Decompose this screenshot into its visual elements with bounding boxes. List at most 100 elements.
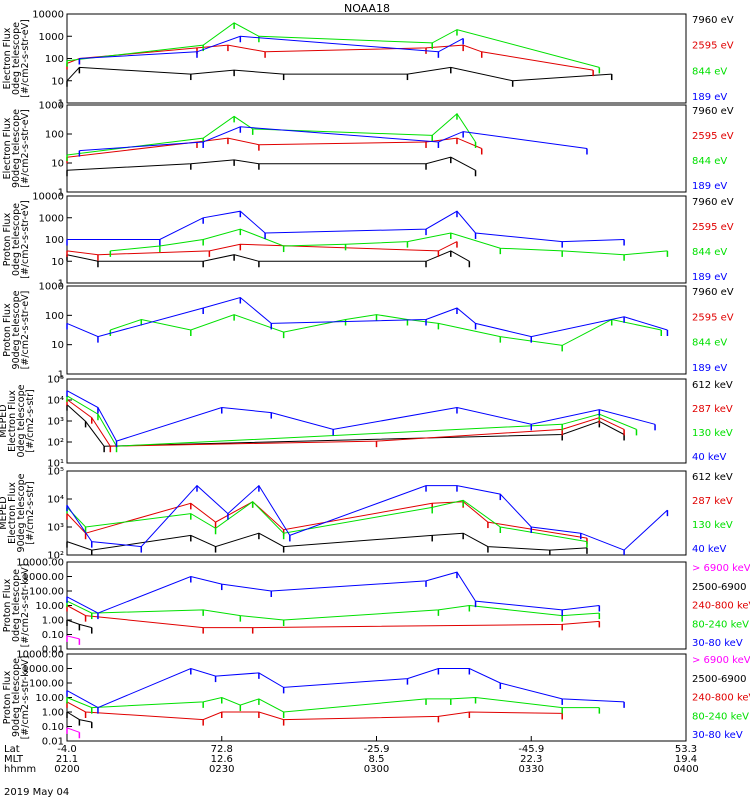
panel-frame — [66, 285, 687, 375]
y-tick-label: 10⁵ — [47, 467, 64, 478]
y-tick-label: 1 — [58, 99, 64, 110]
y-axis-label: 0deg telescope — [11, 203, 22, 276]
x-tick-label: -25.9 — [364, 744, 390, 755]
y-tick-label: 10.00 — [35, 693, 64, 704]
legend-entry: 287 keV — [692, 496, 733, 507]
y-tick-label: 1000 — [39, 32, 64, 43]
y-tick-label: 1000.00 — [23, 572, 64, 583]
legend-entry: 7960 eV — [692, 197, 734, 208]
legend-entry: > 6900 keV — [692, 655, 750, 666]
x-tick-label: 19.4 — [675, 754, 697, 765]
series-line — [66, 22, 600, 68]
x-tick-label: 22.3 — [520, 754, 542, 765]
legend-entry: 189 eV — [692, 363, 727, 374]
series-line — [66, 399, 625, 447]
y-tick-label: 10.00 — [35, 601, 64, 612]
y-axis-label: 90deg telescope — [11, 290, 22, 369]
y-tick-label: 100 — [45, 235, 64, 246]
x-tick-label: 0330 — [519, 764, 544, 775]
panel-7: 10000.00 1000.00 100.00 10.00 1.00 0.10 0.01 Pr… — [2, 558, 750, 656]
legend-entry: 130 keV — [692, 428, 733, 439]
legend-entry: 2595 eV — [692, 222, 734, 233]
y-axis-label: [#/cm2-s-str-eV] — [20, 291, 31, 370]
y-axis-label: MEPED — [0, 404, 9, 437]
legend-entry: 40 keV — [692, 544, 726, 555]
x-tick-label: 0400 — [673, 764, 698, 775]
y-tick-label: 10⁴ — [47, 495, 64, 506]
legend-entry: 30-80 keV — [692, 730, 743, 741]
x-row-label: Lat — [4, 744, 20, 755]
x-row-label: hhmm — [4, 764, 36, 775]
series-line — [66, 667, 625, 709]
y-axis-label: Electron Flux — [7, 482, 18, 544]
y-axis-label: Electron Flux — [2, 27, 13, 89]
series-line — [66, 44, 594, 71]
y-axis-label: Proton Flux — [2, 303, 13, 357]
series-line — [110, 314, 662, 346]
x-tick-label: 0200 — [54, 764, 79, 775]
x-tick-label: 53.3 — [675, 744, 697, 755]
series-line — [66, 296, 668, 338]
panel-frame — [66, 378, 687, 464]
series-line — [66, 600, 600, 621]
y-axis-label: Proton Flux — [2, 578, 13, 632]
y-tick-label: 1 — [58, 279, 64, 290]
legend-entry: 2500-6900 — [692, 674, 747, 685]
y-tick-label: 10000.00 — [16, 558, 64, 569]
y-axis-label: [#/cm2-s-str-eV] — [20, 19, 31, 98]
series-line — [66, 250, 470, 262]
series-line — [79, 126, 588, 152]
series-line — [66, 532, 588, 551]
y-tick-label: 10000.00 — [16, 650, 64, 661]
series-line — [66, 501, 588, 539]
legend-entry: 240-800 keV — [692, 601, 750, 612]
y-tick-label: 1000 — [39, 101, 64, 112]
y-axis-label: 0deg telescope — [16, 384, 27, 457]
y-tick-label: 10¹ — [47, 459, 64, 470]
y-tick-label: 10 — [51, 340, 64, 351]
panel-frame — [66, 653, 687, 742]
legend-entry: 612 keV — [692, 380, 733, 391]
series-line — [66, 696, 600, 713]
series-line — [66, 390, 656, 442]
x-tick-label: -4.0 — [57, 744, 77, 755]
y-tick-label: 10³ — [47, 417, 64, 428]
y-tick-label: 1000 — [39, 213, 64, 224]
legend-entry: 287 keV — [692, 404, 733, 415]
series-line — [67, 210, 625, 243]
series-line — [66, 571, 600, 614]
y-tick-label: 1000 — [39, 282, 64, 293]
figure-title: NOAA18 — [344, 2, 390, 15]
y-tick-label: 1.00 — [42, 708, 64, 719]
y-tick-label: 100 — [45, 311, 64, 322]
y-tick-label: 10² — [47, 438, 64, 449]
x-tick-label: 21.1 — [56, 754, 78, 765]
y-axis-label: 0deg telescope — [11, 569, 22, 642]
legend-entry: 2595 eV — [692, 41, 734, 52]
legend-entry: 189 eV — [692, 181, 727, 192]
legend-entry: 2595 eV — [692, 312, 734, 323]
series-line — [66, 484, 668, 551]
legend-entry: 40 keV — [692, 452, 726, 463]
series-line — [66, 156, 476, 171]
y-tick-label: 1.00 — [42, 616, 64, 627]
y-axis-label: [#/cm2-s-str-keV] — [20, 656, 31, 740]
x-tick-label: 72.8 — [211, 744, 233, 755]
panel-frame — [66, 561, 687, 650]
legend-entry: 844 eV — [692, 338, 727, 349]
legend-entry: > 6900 keV — [692, 563, 750, 574]
legend-entry: 130 keV — [692, 520, 733, 531]
y-axis-label: MEPED — [0, 496, 9, 529]
y-tick-label: 100 — [45, 54, 64, 65]
series-line — [66, 635, 80, 640]
y-axis-label: [#/cm2-s-str-keV] — [20, 564, 31, 648]
legend-entry: 240-800 keV — [692, 693, 750, 704]
y-axis-label: Electron Flux — [7, 390, 18, 452]
